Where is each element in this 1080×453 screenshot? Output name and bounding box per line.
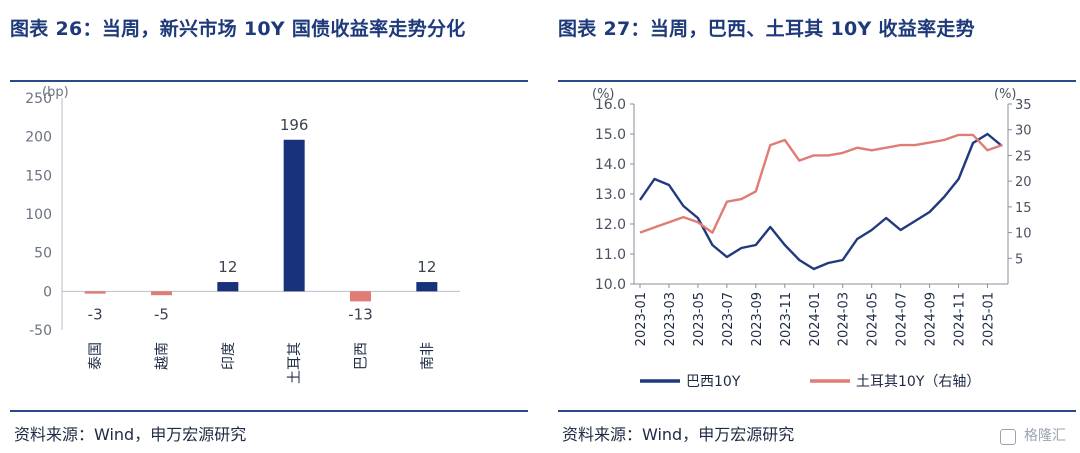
legend-label: 巴西10Y — [686, 374, 741, 390]
left-chart-title: 图表 26：当周，新兴市场 10Y 国债收益率走势分化 — [10, 18, 466, 40]
line-x-tick-label: 2023-11 — [779, 292, 794, 346]
right-source: 资料来源：Wind，申万宏源研究 — [562, 425, 795, 444]
right-panel: 图表 27：当周，巴西、土耳其 10Y 收益率走势 (%) (%) 10.0 11.0… — [558, 0, 1078, 453]
bar-chart: (bp) -50 0 50 100 150 200 250 -3 泰国 -5 越南 12 印度 196 土耳其… — [25, 85, 460, 384]
bar-南非 — [416, 282, 438, 292]
line-x-tick-label: 2024-09 — [924, 292, 939, 346]
bar-y-unit: (bp) — [42, 85, 69, 100]
bar-y-tick-label: -50 — [29, 323, 52, 339]
line-y-tick-label-left: 13.0 — [595, 187, 626, 203]
line-y-unit-left: (%) — [592, 87, 615, 102]
line-x-tick-label: 2024-03 — [837, 292, 852, 346]
series-line-turkey — [639, 133, 1003, 234]
left-bottom-rule — [10, 410, 528, 412]
bar-土耳其 — [283, 139, 305, 292]
line-y-tick-label-right: 25 — [1015, 149, 1032, 164]
bar-越南 — [151, 291, 172, 296]
bar-y-tick-label: 250 — [25, 91, 52, 107]
bar-data-label: 12 — [417, 258, 436, 276]
right-bottom-rule — [558, 410, 1076, 412]
line-y-tick-label-right: 20 — [1015, 175, 1032, 190]
bar-category-label: 巴西 — [354, 342, 370, 370]
bar-泰国 — [84, 291, 106, 294]
bar-category-label: 印度 — [221, 342, 237, 370]
bar-category-label: 越南 — [155, 342, 171, 370]
bar-data-label: 196 — [280, 116, 309, 134]
bar-category-label: 土耳其 — [287, 342, 303, 384]
bar-y-tick-label: 50 — [34, 246, 52, 262]
line-y-tick-label-right: 15 — [1015, 201, 1032, 216]
line-chart: (%) (%) 10.0 11.0 12.0 13.0 14.0 15.0 16.0 5 10 15 2… — [592, 87, 1032, 390]
line-x-tick-label: 2023-01 — [634, 292, 649, 346]
bar-category-label: 南非 — [420, 342, 436, 370]
bar-y-tick-label: 0 — [43, 284, 52, 300]
line-x-tick-label: 2024-07 — [895, 292, 910, 346]
left-panel: 图表 26：当周，新兴市场 10Y 国债收益率走势分化 (bp) -50 0 50 10… — [10, 0, 530, 453]
bar-data-label: 12 — [218, 258, 237, 276]
line-y-tick-label-left: 11.0 — [595, 247, 626, 263]
right-top-rule — [558, 80, 1076, 82]
watermark: 格隆汇 — [1024, 428, 1066, 444]
line-y-tick-label-left: 14.0 — [595, 157, 626, 173]
bar-data-label: -3 — [88, 305, 103, 323]
line-x-tick-label: 2024-05 — [866, 292, 881, 346]
line-y-tick-label-right: 10 — [1015, 227, 1032, 242]
line-y-tick-label-left: 15.0 — [595, 127, 626, 143]
left-top-rule — [10, 80, 528, 82]
line-y-tick-label-right: 30 — [1015, 124, 1032, 139]
line-y-tick-label-right: 35 — [1015, 98, 1032, 113]
series-line-brazil — [639, 132, 1003, 271]
line-y-tick-label-right: 5 — [1015, 252, 1023, 267]
line-x-tick-label: 2023-03 — [663, 292, 678, 346]
bar-data-label: -13 — [348, 305, 373, 323]
line-x-tick-label: 2023-09 — [750, 292, 765, 346]
line-y-unit-right: (%) — [994, 87, 1017, 102]
right-chart-title: 图表 27：当周，巴西、土耳其 10Y 收益率走势 — [558, 18, 975, 40]
line-x-tick-label: 2023-07 — [721, 292, 736, 346]
bar-y-tick-label: 200 — [25, 130, 52, 146]
bar-y-tick-label: 100 — [25, 207, 52, 223]
line-x-tick-label: 2025-01 — [982, 292, 997, 346]
bar-印度 — [217, 282, 239, 292]
bar-巴西 — [350, 291, 371, 302]
legend-label: 土耳其10Y（右轴） — [856, 374, 980, 390]
left-source: 资料来源：Wind，申万宏源研究 — [14, 425, 247, 444]
watermark-logo-icon — [1000, 429, 1016, 445]
line-y-tick-label-left: 12.0 — [595, 217, 626, 233]
line-y-tick-label-left: 10.0 — [595, 277, 626, 293]
line-x-tick-label: 2024-01 — [808, 292, 823, 346]
line-x-tick-label: 2024-11 — [953, 292, 968, 346]
line-x-tick-label: 2023-05 — [692, 292, 707, 346]
line-y-tick-label-left: 16.0 — [595, 97, 626, 113]
bar-y-tick-label: 150 — [25, 168, 52, 184]
bar-data-label: -5 — [154, 305, 169, 323]
bar-category-label: 泰国 — [88, 342, 104, 370]
